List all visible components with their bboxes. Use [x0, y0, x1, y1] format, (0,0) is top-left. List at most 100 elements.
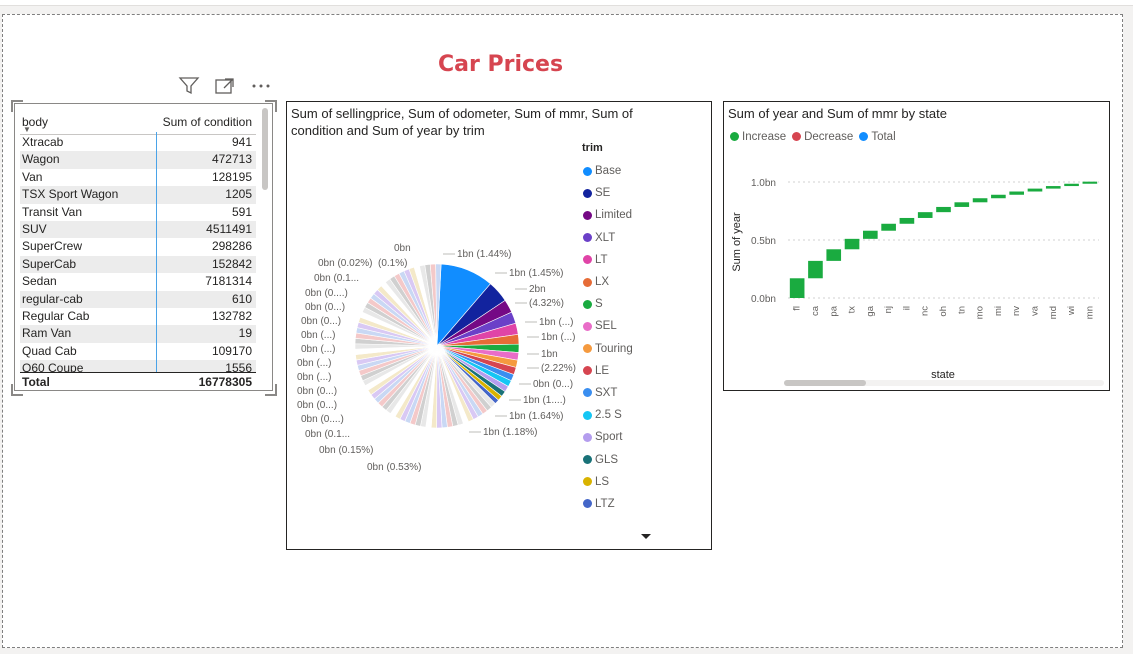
waterfall-bar[interactable]	[844, 238, 860, 250]
selection-corner[interactable]	[11, 384, 23, 396]
table-row[interactable]: TSX Sport Wagon 1205	[20, 186, 256, 204]
waterfall-bar[interactable]	[1082, 181, 1098, 184]
table-row[interactable]: Van 128195	[20, 169, 256, 186]
cell-body: Regular Cab	[22, 308, 90, 323]
pie-data-label: 0bn (...)	[301, 344, 335, 355]
cell-sum-of-condition: 7181314	[205, 274, 252, 289]
total-dot-icon	[859, 132, 869, 141]
legend-item[interactable]: LS	[583, 471, 633, 493]
sort-descending-icon[interactable]: ▼	[23, 125, 31, 134]
pie-data-label: 1bn (...)	[541, 332, 575, 343]
legend-item-total[interactable]: Total	[859, 131, 896, 143]
x-tick-label: mn	[1084, 306, 1095, 319]
table-row[interactable]: regular-cab 610	[20, 290, 256, 308]
x-tick-label: mi	[993, 306, 1004, 316]
filter-icon[interactable]	[178, 76, 200, 96]
waterfall-bar[interactable]	[863, 230, 878, 239]
cell-body: Ram Van	[22, 326, 72, 341]
waterfall-bar[interactable]	[972, 198, 988, 203]
increase-dot-icon	[730, 132, 739, 141]
legend-item[interactable]: SEL	[583, 315, 633, 337]
legend-item[interactable]: LE	[583, 360, 633, 382]
x-axis-title: state	[931, 369, 955, 381]
legend-item[interactable]: XLT	[583, 227, 633, 249]
legend-label: XLT	[595, 231, 616, 244]
legend-dot-icon	[583, 455, 592, 465]
selection-corner[interactable]	[11, 100, 23, 112]
table-row[interactable]: Sedan 7181314	[20, 273, 256, 290]
x-tick-label: ca	[810, 305, 821, 316]
legend-item[interactable]: GLS	[583, 448, 633, 470]
legend-item[interactable]: LT	[583, 249, 633, 271]
x-tick-label: il	[901, 306, 912, 310]
legend-more-arrow-icon[interactable]	[641, 534, 651, 539]
x-tick-label: ga	[865, 305, 876, 316]
x-tick-label: tx	[847, 306, 858, 314]
legend-label: SEL	[595, 320, 617, 333]
waterfall-bar[interactable]	[1027, 188, 1043, 192]
legend-item[interactable]: LTZ	[583, 493, 633, 515]
waterfall-bar[interactable]	[991, 194, 1006, 199]
legend-item[interactable]: Touring	[583, 338, 633, 360]
pie-data-label: 1bn (1.45%)	[509, 268, 563, 279]
table-row[interactable]: Quad Cab 109170	[20, 343, 256, 360]
pie-data-label: 1bn	[541, 349, 558, 360]
table-row[interactable]: SUV 4511491	[20, 220, 256, 239]
x-tick-label: tn	[956, 306, 967, 314]
table-row[interactable]: Wagon 472713	[20, 151, 256, 169]
table-row[interactable]: SuperCab 152842	[20, 255, 256, 274]
legend-item[interactable]: Limited	[583, 204, 633, 226]
legend-dot-icon	[583, 166, 592, 176]
table-row[interactable]: Regular Cab 132782	[20, 308, 256, 325]
legend-item[interactable]: SXT	[583, 382, 633, 404]
legend-item[interactable]: SE	[583, 182, 633, 204]
waterfall-bar[interactable]	[1064, 183, 1079, 187]
waterfall-bar[interactable]	[789, 278, 805, 298]
waterfall-chart-visual[interactable]: Sum of year and Sum of mmr by state Incr…	[723, 101, 1110, 391]
body-condition-table[interactable]: body Sum of condition ▼ Xtracab 941 Wagon 4…	[14, 103, 273, 391]
column-header-body[interactable]: body	[22, 115, 49, 129]
legend-title: trim	[582, 142, 603, 154]
waterfall-bar[interactable]	[808, 260, 823, 279]
waterfall-bar[interactable]	[881, 223, 896, 231]
table-vertical-scrollbar[interactable]	[262, 108, 268, 190]
legend-dot-icon	[583, 344, 592, 354]
cell-sum-of-condition: 298286	[211, 239, 252, 254]
waterfall-bar[interactable]	[917, 212, 933, 218]
column-header-sum-of-condition[interactable]: Sum of condition	[162, 115, 252, 129]
legend-dot-icon	[583, 210, 592, 220]
cell-body: Xtracab	[22, 135, 64, 149]
cell-sum-of-condition: 152842	[211, 256, 252, 271]
table-row[interactable]: Ram Van 19	[20, 325, 256, 343]
legend-item-increase[interactable]: Increase	[730, 131, 786, 143]
selection-corner[interactable]	[265, 384, 277, 396]
scrollbar-thumb[interactable]	[784, 380, 866, 386]
cell-body: Sedan	[22, 274, 57, 289]
legend-item[interactable]: LX	[583, 271, 633, 293]
waterfall-legend: Increase Decrease Total	[730, 131, 896, 143]
focus-mode-icon[interactable]	[214, 76, 236, 96]
waterfall-bar[interactable]	[954, 202, 970, 207]
table-row[interactable]: Transit Van 591	[20, 204, 256, 221]
legend-item[interactable]: Sport	[583, 426, 633, 448]
more-options-icon[interactable]	[250, 76, 272, 96]
pie-data-label: (4.32%)	[529, 298, 564, 309]
cell-sum-of-condition: 19	[238, 326, 252, 341]
pie-chart-visual[interactable]: Sum of sellingprice, Sum of odometer, Su…	[286, 101, 712, 550]
pie-slice-small[interactable]	[435, 263, 442, 347]
legend-item[interactable]: 2.5 S	[583, 404, 633, 426]
waterfall-bar[interactable]	[936, 206, 951, 213]
legend-item[interactable]: S	[583, 293, 633, 315]
waterfall-bar[interactable]	[826, 249, 842, 261]
table-row[interactable]: Xtracab 941	[20, 134, 256, 151]
cell-sum-of-condition: 610	[231, 291, 252, 306]
waterfall-bar[interactable]	[1045, 186, 1061, 189]
waterfall-bar[interactable]	[1009, 191, 1024, 195]
waterfall-bar[interactable]	[899, 217, 915, 224]
table-row[interactable]: SuperCrew 298286	[20, 238, 256, 255]
waterfall-horizontal-scrollbar[interactable]	[784, 380, 1104, 386]
legend-item-decrease[interactable]: Decrease	[792, 131, 853, 143]
legend-item[interactable]: Base	[583, 160, 633, 182]
legend-dot-icon	[583, 388, 592, 398]
selection-corner[interactable]	[265, 100, 277, 112]
